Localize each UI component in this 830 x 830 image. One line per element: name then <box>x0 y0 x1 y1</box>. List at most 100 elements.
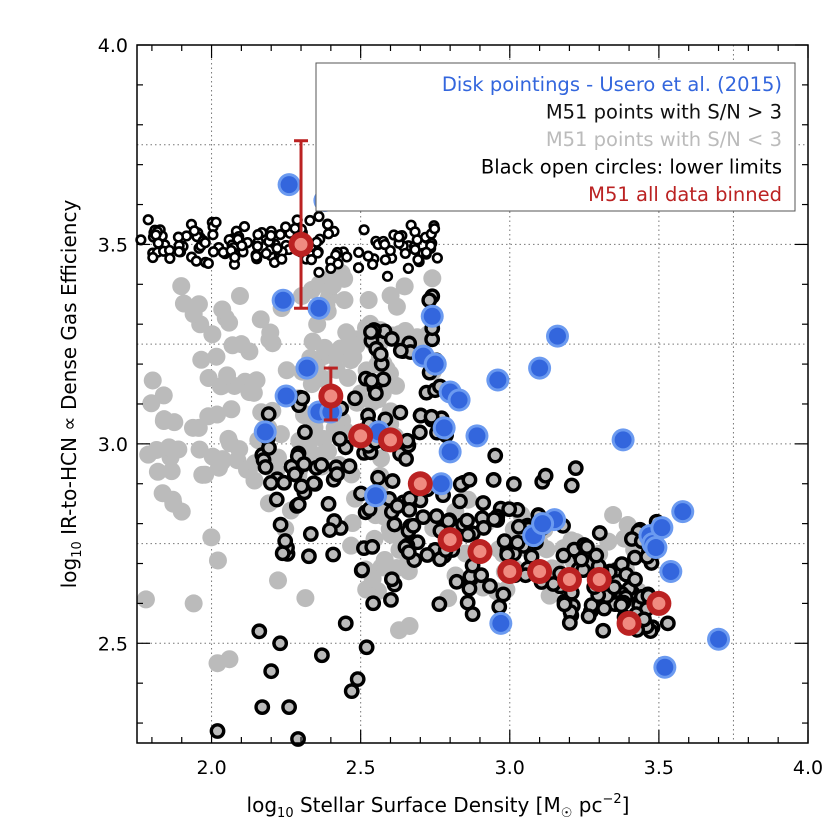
black-point <box>329 466 345 483</box>
gray-point <box>202 528 221 547</box>
gray-point <box>203 325 222 344</box>
gray-point <box>387 297 406 316</box>
gray-point <box>159 438 178 457</box>
black-point <box>290 496 307 513</box>
gray-point <box>359 291 378 310</box>
black-point <box>595 622 612 639</box>
disk-point-core <box>492 614 510 632</box>
black-point <box>366 258 379 270</box>
black-point <box>363 324 379 340</box>
y-tick-label: 3.5 <box>98 234 128 256</box>
gray-point <box>375 551 394 570</box>
black-point <box>164 252 176 264</box>
gray-point <box>335 291 354 310</box>
binned-point-core <box>503 564 517 578</box>
black-point <box>280 221 292 233</box>
black-point <box>293 478 310 495</box>
disk-point-core <box>548 327 566 345</box>
binned-point-core <box>294 237 308 251</box>
black-point <box>363 372 380 389</box>
binned-points <box>288 139 672 636</box>
y-tick-label: 4.0 <box>98 35 128 57</box>
black-point <box>399 247 411 260</box>
gray-point <box>219 429 238 448</box>
black-point <box>257 459 274 475</box>
black-point <box>400 544 417 561</box>
x-tick-label: 3.5 <box>644 757 674 779</box>
binned-point-core <box>592 572 606 586</box>
black-point <box>659 615 676 632</box>
gray-point <box>218 366 237 385</box>
black-point <box>460 527 476 543</box>
binned-point-core <box>473 545 487 559</box>
gray-point <box>341 351 360 370</box>
gray-point <box>302 375 321 394</box>
black-point <box>341 251 353 263</box>
black-point <box>563 477 580 494</box>
y-tick-label: 2.5 <box>98 633 128 655</box>
disk-point-core <box>435 419 453 437</box>
black-point <box>392 404 409 421</box>
black-point <box>236 240 248 252</box>
black-point <box>398 451 414 467</box>
black-point <box>142 214 154 226</box>
gray-point <box>208 551 227 570</box>
disk-point-core <box>367 487 385 505</box>
black-point <box>310 236 323 248</box>
black-point <box>379 238 391 251</box>
black-point <box>277 533 294 549</box>
black-point <box>354 561 371 578</box>
black-point <box>281 699 297 716</box>
disk-point-core <box>423 307 441 325</box>
black-point <box>199 237 211 249</box>
gray-point <box>315 338 334 357</box>
black-point <box>580 608 597 625</box>
disk-point-core <box>432 475 450 493</box>
gray-point <box>136 590 155 609</box>
black-point <box>405 517 422 534</box>
black-point <box>423 408 440 425</box>
black-point <box>384 473 401 489</box>
gray-point <box>277 361 296 380</box>
black-point <box>286 466 303 483</box>
black-point <box>567 460 584 477</box>
black-point <box>485 472 502 488</box>
binned-point-core <box>354 429 368 443</box>
gray-point <box>139 445 158 464</box>
black-point <box>358 639 375 656</box>
black-point <box>297 424 313 441</box>
black-point <box>505 476 522 492</box>
black-point <box>383 591 399 608</box>
black-point <box>499 546 516 563</box>
black-point <box>431 596 448 613</box>
black-point <box>202 257 214 269</box>
disk-point-core <box>468 427 486 445</box>
gray-point <box>308 315 327 334</box>
x-tick-label: 4.0 <box>793 757 823 779</box>
gray-point <box>296 589 315 608</box>
black-point <box>341 458 358 475</box>
black-point <box>555 547 572 564</box>
legend: Disk pointings - Usero et al. (2015) M51 … <box>315 62 796 212</box>
black-point <box>272 516 289 533</box>
black-point <box>362 250 374 262</box>
black-point <box>383 571 400 588</box>
gray-point <box>232 335 251 354</box>
black-point <box>364 539 381 555</box>
black-point <box>627 549 643 566</box>
axis-ticks <box>137 44 809 743</box>
black-point <box>389 498 406 514</box>
disk-point-core <box>280 176 298 194</box>
black-point <box>347 390 363 407</box>
gray-point <box>183 418 202 437</box>
black-point <box>482 578 498 594</box>
gray-point <box>143 371 162 390</box>
black-point <box>276 474 292 491</box>
black-point <box>322 228 335 240</box>
black-point <box>510 518 527 535</box>
legend-entry: Black open circles: lower limits <box>481 156 782 179</box>
black-point <box>325 262 337 274</box>
gray-point <box>154 412 173 431</box>
gray-point <box>162 462 181 481</box>
